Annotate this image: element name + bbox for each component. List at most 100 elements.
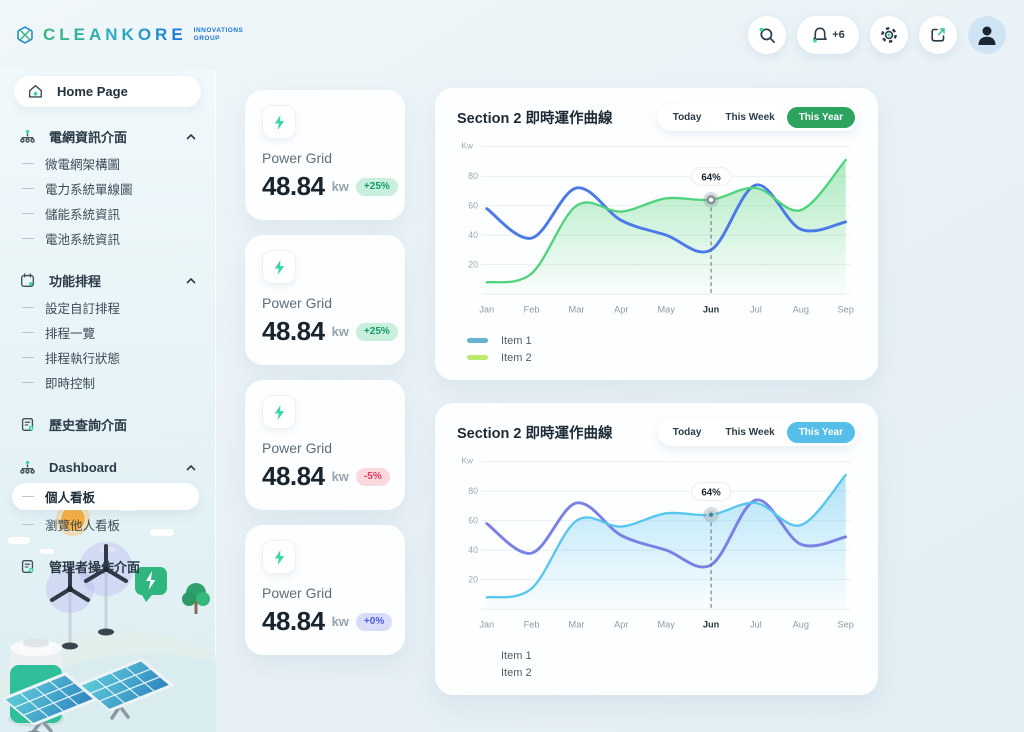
gear-icon bbox=[881, 27, 897, 43]
card-unit: kw bbox=[331, 614, 349, 629]
card-badge: +25% bbox=[355, 322, 398, 341]
svg-text:Jan: Jan bbox=[479, 620, 494, 630]
search-icon bbox=[759, 27, 775, 43]
sidebar-group-label: 管理者操作介面 bbox=[49, 560, 141, 575]
svg-text:Jul: Jul bbox=[750, 305, 762, 315]
share-button[interactable] bbox=[919, 16, 957, 54]
chart-canvas[interactable]: 20 40 60 80 Kw Jan Feb Mar Apr May Jun Jul Aug Sep 64% bbox=[457, 452, 856, 646]
charts-column: Section 2 即時運作曲線 Today This Week This Ye… bbox=[435, 88, 878, 718]
card-unit: kw bbox=[331, 179, 349, 194]
sidebar-item-history-query[interactable]: 歷史查詢介面 bbox=[0, 410, 215, 439]
svg-text:Sep: Sep bbox=[837, 305, 853, 315]
avatar-button[interactable] bbox=[968, 16, 1006, 54]
svg-text:Jun: Jun bbox=[703, 305, 720, 315]
legend-label: Item 2 bbox=[501, 666, 532, 679]
bolt-icon bbox=[262, 540, 296, 574]
svg-text:40: 40 bbox=[468, 230, 478, 240]
brand-logo: CLEANKORE INNOVATIONS GROUP bbox=[14, 24, 243, 46]
sidebar-item-label: 電池系統資訊 bbox=[45, 233, 121, 247]
power-grid-card-2[interactable]: Power Grid 48.84 kw +25% bbox=[245, 235, 405, 365]
sidebar-group-dashboard: Dashboard 個人看板 瀏覽他人看板 bbox=[0, 454, 215, 537]
sidebar-group-grid-info: 電網資訊介面 微電網架構圖 電力系統單線圖 儲能系統資訊 電池系統資訊 bbox=[0, 122, 215, 251]
bell-icon bbox=[813, 27, 828, 43]
calendar-icon bbox=[21, 273, 34, 287]
chart-card-green: Section 2 即時運作曲線 Today This Week This Ye… bbox=[435, 88, 878, 380]
svg-text:20: 20 bbox=[468, 575, 478, 585]
home-icon bbox=[28, 84, 43, 98]
sidebar-group-label: 歷史查詢介面 bbox=[49, 418, 128, 433]
sidebar-item-label: 瀏覽他人看板 bbox=[45, 519, 121, 533]
sidebar-item-label: 排程一覽 bbox=[45, 327, 96, 341]
chart-period-tabs: Today This Week This Year bbox=[657, 104, 858, 131]
dash-icon bbox=[22, 162, 34, 165]
sidebar-item-micro-grid-structure[interactable]: 微電網架構圖 bbox=[0, 151, 215, 176]
power-grid-card-3[interactable]: Power Grid 48.84 kw -5% bbox=[245, 380, 405, 510]
svg-text:Kw: Kw bbox=[462, 142, 473, 151]
chart-canvas[interactable]: 20 40 60 80 Kw Jan Feb Mar Apr May Jun Jul Aug Sep 64% bbox=[457, 137, 856, 331]
svg-text:80: 80 bbox=[468, 171, 478, 181]
legend-item-1[interactable]: Item 1 bbox=[467, 647, 858, 664]
sidebar-item-browse-dashboards[interactable]: 瀏覽他人看板 bbox=[0, 512, 215, 537]
sidebar-item-realtime-control[interactable]: 即時控制 bbox=[0, 370, 215, 395]
sidebar-item-power-single-line[interactable]: 電力系統單線圖 bbox=[0, 176, 215, 201]
brand-tagline-line1: INNOVATIONS bbox=[193, 26, 244, 34]
sidebar-nav: Home Page 電網資訊介面 微電網架構圖 bbox=[0, 70, 215, 581]
power-grid-card-4[interactable]: Power Grid 48.84 kw +0% bbox=[245, 525, 405, 655]
chevron-up-icon[interactable] bbox=[185, 131, 197, 143]
sidebar-item-home[interactable]: Home Page bbox=[14, 76, 201, 107]
settings-button[interactable] bbox=[870, 16, 908, 54]
tab-this-week[interactable]: This Week bbox=[725, 427, 775, 438]
card-title: Power Grid bbox=[262, 440, 333, 456]
tab-today[interactable]: Today bbox=[672, 427, 702, 438]
chevron-up-icon[interactable] bbox=[185, 462, 197, 474]
svg-text:May: May bbox=[658, 305, 676, 315]
svg-text:Mar: Mar bbox=[569, 620, 585, 630]
sidebar-item-battery-system-info[interactable]: 電池系統資訊 bbox=[0, 226, 215, 251]
notifications-button[interactable]: +6 bbox=[797, 16, 859, 54]
sidebar-group-scheduling-header[interactable]: 功能排程 bbox=[0, 266, 215, 295]
svg-text:Sep: Sep bbox=[837, 620, 853, 630]
brand-mark-icon bbox=[17, 26, 33, 44]
tab-today[interactable]: Today bbox=[672, 112, 702, 123]
card-value: 48.84 bbox=[262, 461, 325, 491]
power-grid-card-1[interactable]: Power Grid 48.84 kw +25% bbox=[245, 90, 405, 220]
tab-this-year[interactable]: This Year bbox=[786, 422, 855, 443]
sidebar-group-dashboard-header[interactable]: Dashboard bbox=[0, 454, 215, 481]
sidebar-item-schedule-status[interactable]: 排程執行狀態 bbox=[0, 345, 215, 370]
svg-text:Aug: Aug bbox=[793, 620, 809, 630]
chart-period-tabs: Today This Week This Year bbox=[657, 419, 858, 446]
sidebar-item-label: 儲能系統資訊 bbox=[45, 208, 121, 222]
sidebar-item-label: 電力系統單線圖 bbox=[45, 183, 133, 197]
sidebar-item-label: 排程執行狀態 bbox=[45, 352, 121, 366]
wind-turbine bbox=[79, 542, 133, 636]
sidebar: Home Page 電網資訊介面 微電網架構圖 bbox=[0, 70, 216, 732]
sidebar-item-storage-system-info[interactable]: 儲能系統資訊 bbox=[0, 201, 215, 226]
svg-text:Mar: Mar bbox=[569, 305, 585, 315]
header-actions: +6 bbox=[748, 16, 1006, 54]
tab-this-week[interactable]: This Week bbox=[725, 112, 775, 123]
bolt-icon bbox=[262, 105, 296, 139]
sidebar-group-grid-info-header[interactable]: 電網資訊介面 bbox=[0, 122, 215, 151]
sidebar-item-label: 個人看板 bbox=[45, 491, 96, 505]
card-unit: kw bbox=[331, 324, 349, 339]
home-label: Home Page bbox=[57, 84, 128, 99]
svg-text:Jun: Jun bbox=[703, 620, 720, 630]
svg-text:64%: 64% bbox=[701, 172, 721, 183]
tab-this-year[interactable]: This Year bbox=[786, 107, 855, 128]
sidebar-item-admin-panel[interactable]: 管理者操作介面 bbox=[0, 552, 215, 581]
tree bbox=[182, 583, 210, 614]
sidebar-item-custom-schedule[interactable]: 設定自訂排程 bbox=[0, 295, 215, 320]
chevron-up-icon[interactable] bbox=[185, 275, 197, 287]
bolt-icon bbox=[262, 250, 296, 284]
svg-text:Apr: Apr bbox=[614, 620, 628, 630]
sidebar-item-schedule-list[interactable]: 排程一覽 bbox=[0, 320, 215, 345]
legend-item-1[interactable]: Item 1 bbox=[467, 332, 858, 349]
svg-text:64%: 64% bbox=[701, 487, 721, 498]
search-button[interactable] bbox=[748, 16, 786, 54]
legend-item-2[interactable]: Item 2 bbox=[467, 349, 858, 366]
sidebar-item-personal-dashboard[interactable]: 個人看板 bbox=[12, 483, 199, 510]
sidebar-item-label: 設定自訂排程 bbox=[45, 302, 121, 316]
legend-item-2[interactable]: Item 2 bbox=[467, 664, 858, 681]
sidebar-group-label: 電網資訊介面 bbox=[49, 130, 128, 145]
legend-label: Item 2 bbox=[501, 351, 532, 364]
